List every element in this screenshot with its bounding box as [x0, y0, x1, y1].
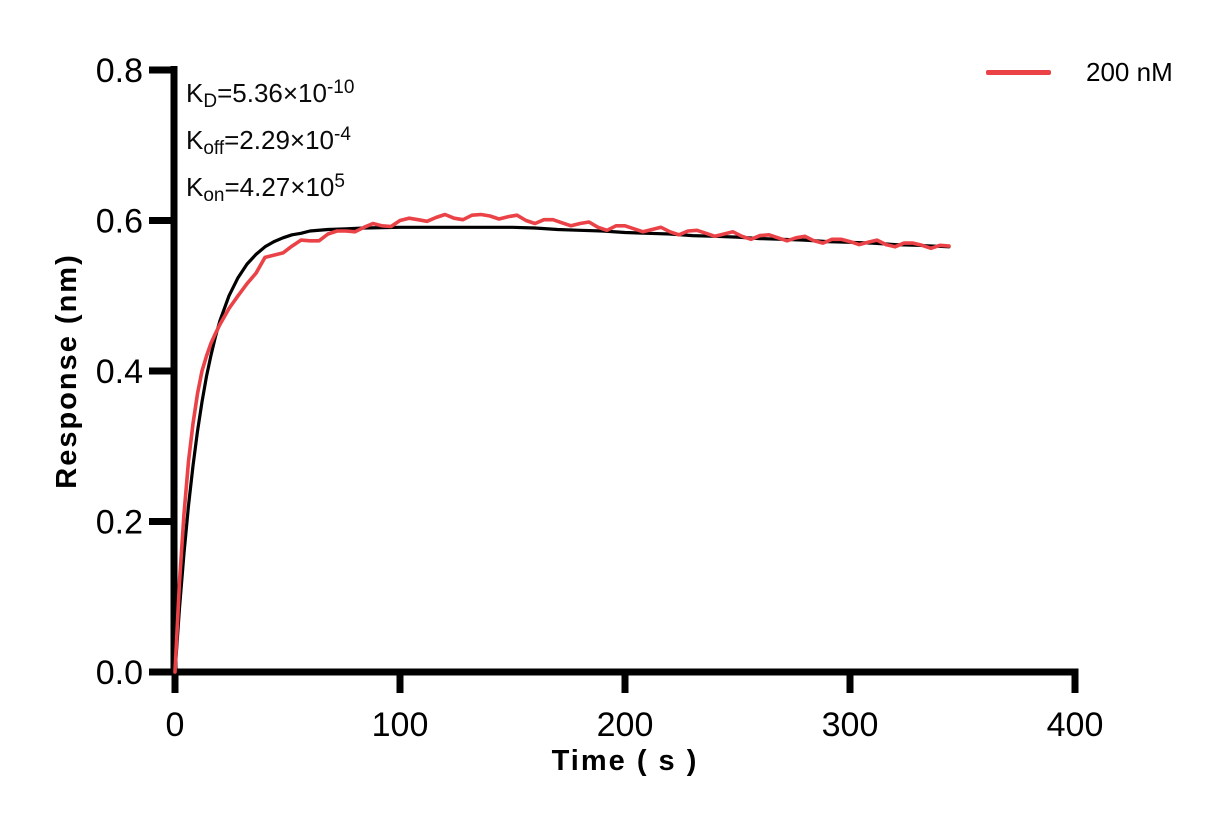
y-axis-title: Response (nm) [51, 253, 83, 488]
y-tick-label: 0.6 [96, 203, 143, 241]
axes-layer: 0.0 0.2 0.4 0.6 0.8 0 100 200 300 400 [96, 52, 1104, 744]
series-line-fit-curve [173, 225, 951, 674]
x-axis-title: Time ( s ) [552, 745, 699, 777]
y-tick-label: 0.4 [96, 353, 143, 391]
x-tick-label: 200 [597, 706, 654, 744]
legend: 200 nM [986, 57, 1173, 88]
series-line-200-nM [173, 212, 951, 674]
kinetics-annotations: KD=5.36×10-10 Koff=2.29×10-4 Kon=4.27×10… [186, 70, 354, 211]
legend-line-swatch [986, 70, 1051, 75]
koff-annotation: Koff=2.29×10-4 [186, 124, 351, 159]
y-tick-label: 0.0 [96, 654, 143, 692]
kon-annotation: Kon=4.27×105 [186, 171, 345, 206]
kd-annotation: KD=5.36×10-10 [186, 77, 355, 112]
x-tick-label: 400 [1047, 706, 1104, 744]
x-tick-label: 100 [372, 706, 429, 744]
y-tick-label: 0.2 [96, 504, 143, 542]
x-tick-label: 300 [822, 706, 879, 744]
y-tick-label: 0.8 [96, 52, 143, 90]
series-layer [173, 212, 951, 674]
legend-label: 200 nM [1086, 57, 1173, 87]
x-tick-label: 0 [166, 706, 185, 744]
